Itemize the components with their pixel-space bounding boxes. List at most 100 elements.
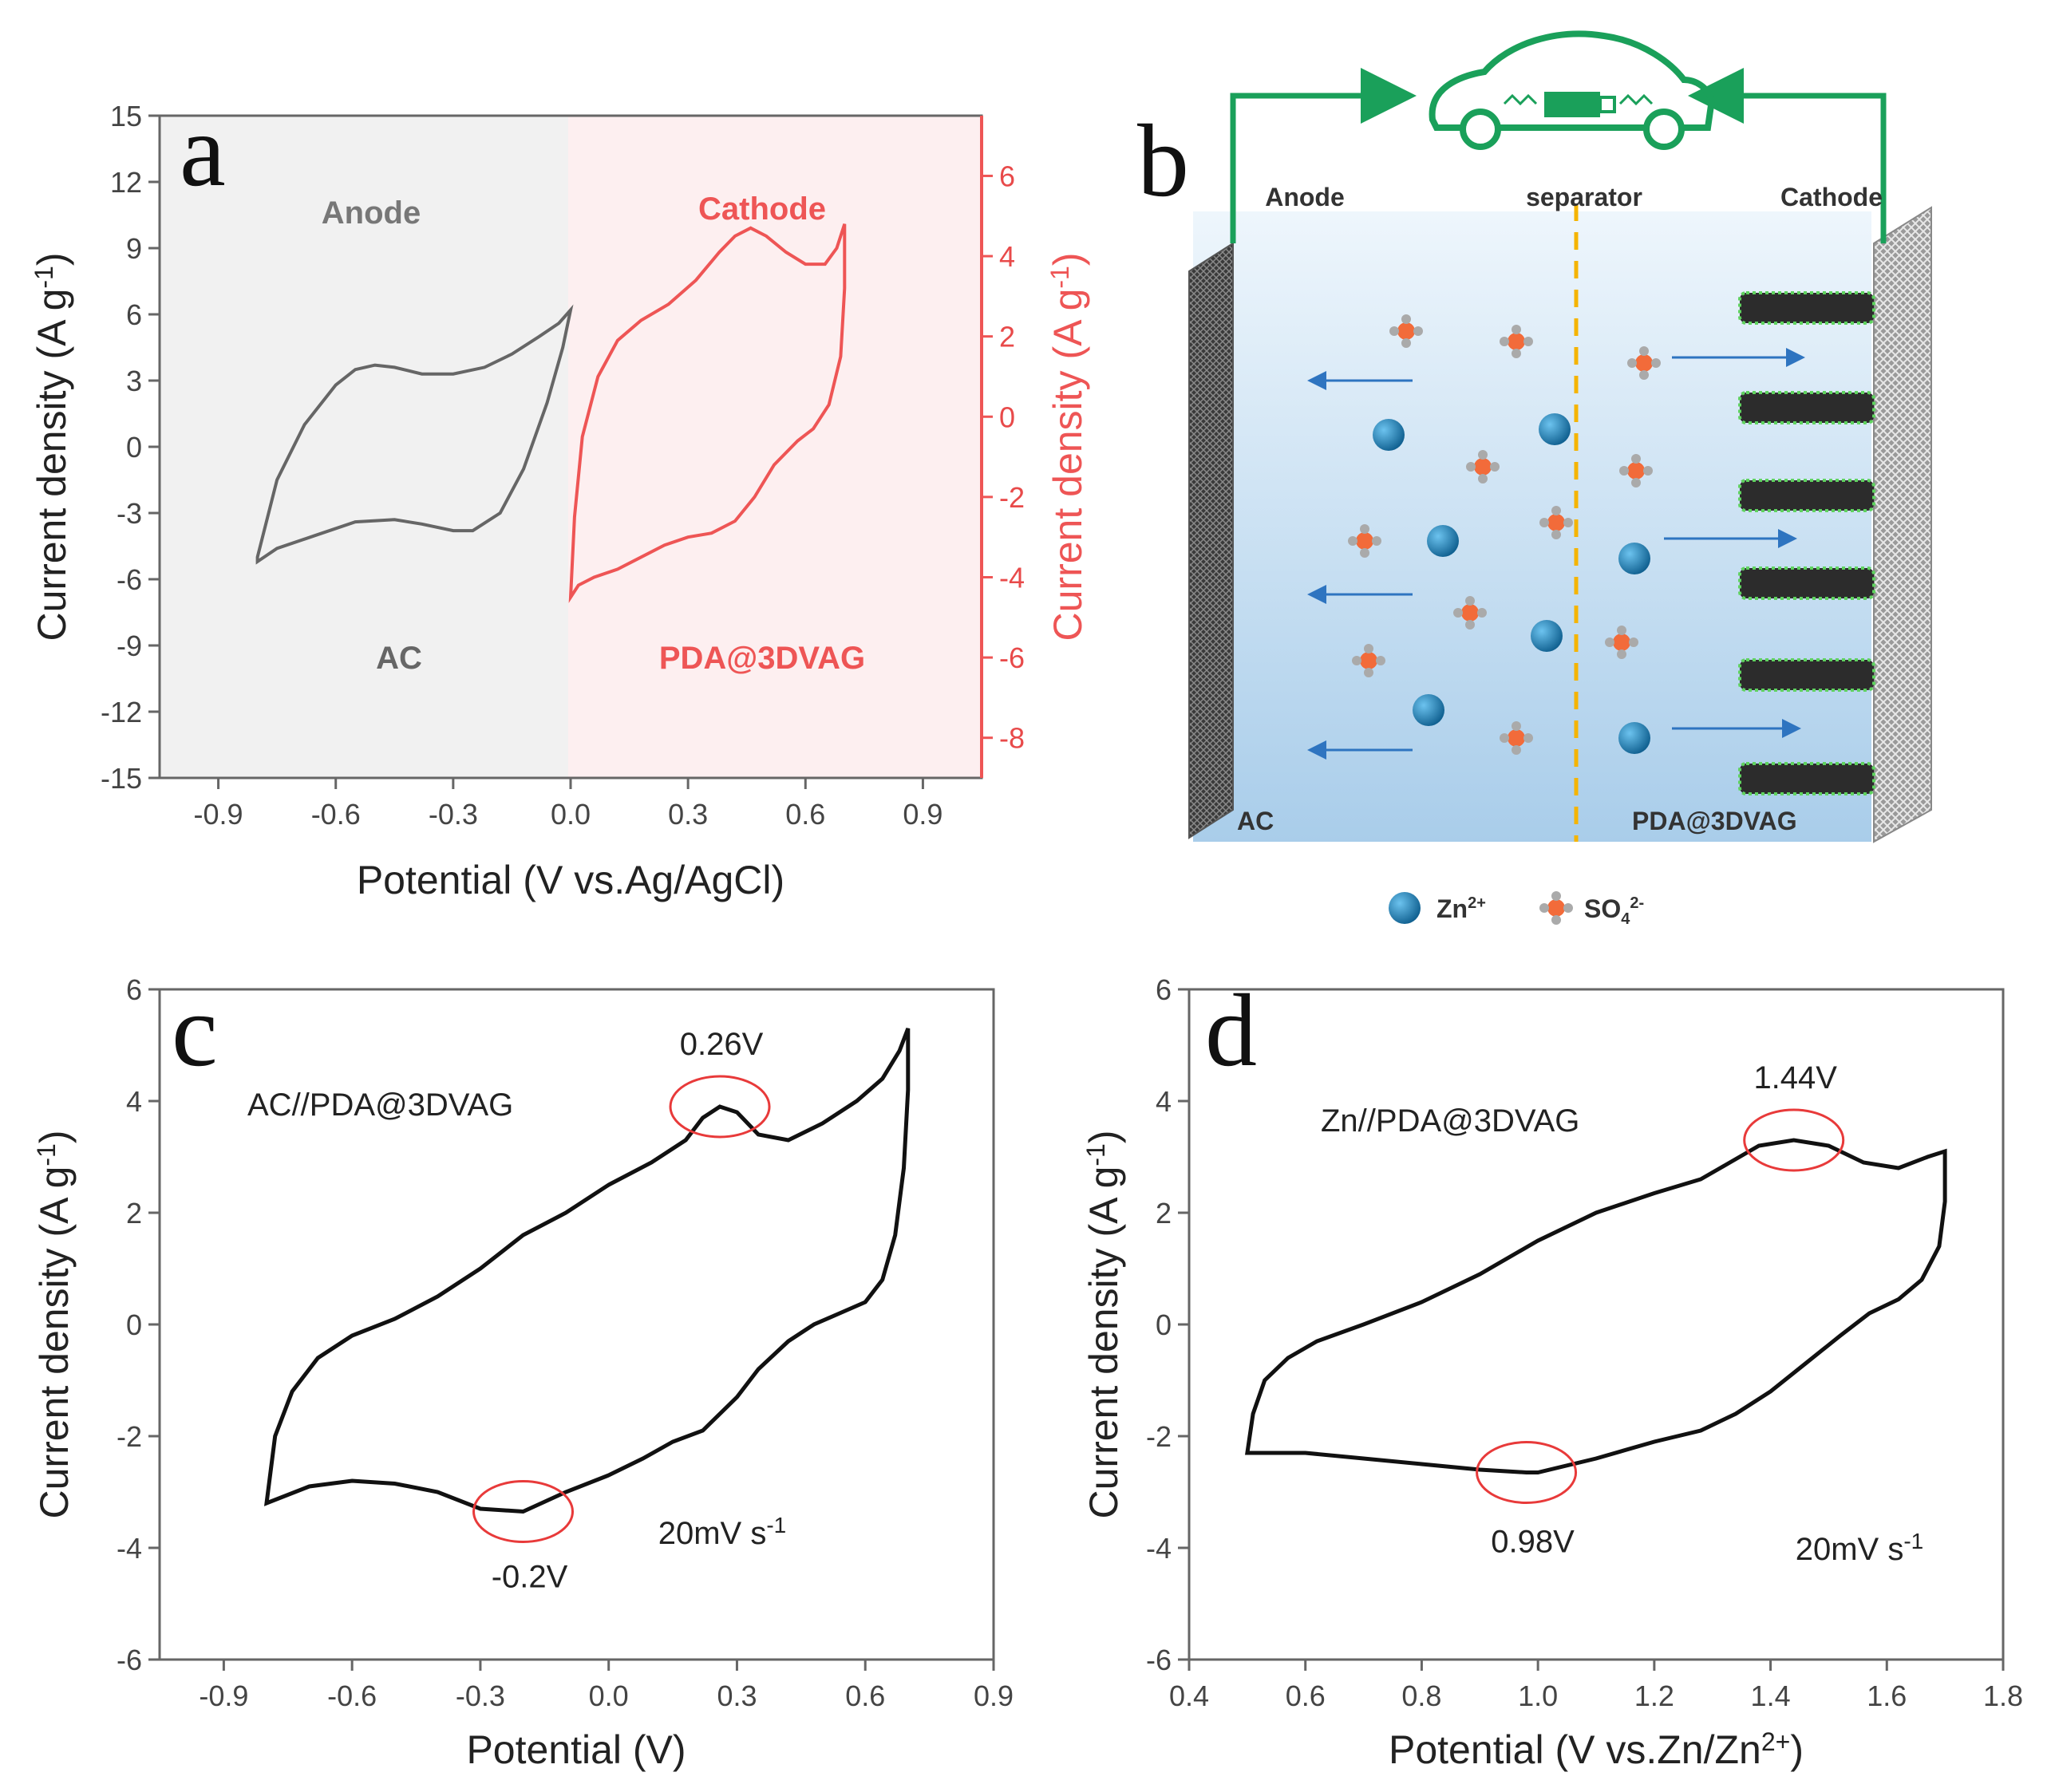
panel-d-label: d — [1205, 973, 1257, 1088]
y-right-tick-label: -6 — [999, 641, 1025, 674]
so4-ion — [1453, 596, 1487, 630]
x-tick-label: 1.6 — [1867, 1680, 1907, 1712]
y-tick-label: 3 — [126, 365, 142, 397]
panel-c-ylabel: Current density (A g-1) — [32, 1131, 77, 1519]
peak-marker — [1743, 1108, 1845, 1172]
y-tick-label: -2 — [1146, 1420, 1172, 1453]
x-tick-label: 0.0 — [589, 1680, 629, 1712]
so4-ion — [1539, 506, 1573, 539]
y-tick-label: -15 — [101, 762, 142, 795]
x-tick-label: 1.2 — [1634, 1680, 1674, 1712]
ion-arrows — [1307, 348, 1805, 760]
pda-cv-curve — [568, 223, 847, 603]
zn-ion — [1618, 722, 1650, 754]
pda-layer — [1738, 479, 1875, 512]
y-tick-label: -2 — [117, 1420, 142, 1453]
pda-layers — [1738, 291, 1875, 795]
peak-label: 0.98V — [1491, 1525, 1575, 1560]
y-right-tick-label: 4 — [999, 240, 1015, 273]
panel-c-label: c — [172, 973, 218, 1088]
y-tick-label: -12 — [101, 696, 142, 728]
zn-ion — [1413, 694, 1444, 726]
y-tick-label: 2 — [126, 1197, 142, 1230]
zn-ion — [1618, 543, 1650, 574]
y-right-tick-label: 6 — [999, 160, 1015, 192]
ac-region-label: AC — [376, 641, 422, 676]
pda-layer — [1738, 658, 1875, 692]
pda-layer — [1738, 762, 1875, 795]
cathode-wire — [1688, 68, 1887, 243]
ions — [1348, 314, 1661, 755]
so4-ion — [1619, 454, 1653, 487]
pda-region-label: PDA@3DVAG — [659, 641, 865, 676]
x-tick-label: 0.3 — [717, 1680, 757, 1712]
x-tick-label: 0.9 — [903, 798, 943, 831]
so4-legend-icon — [1539, 891, 1573, 925]
zn-ion — [1539, 413, 1571, 445]
panel-a-label: a — [180, 93, 226, 208]
y-tick-label: 15 — [110, 100, 142, 132]
y-right-tick-label: -4 — [999, 561, 1025, 594]
y-tick-label: 6 — [1156, 973, 1172, 1006]
ac-cv-curve — [255, 304, 574, 565]
y-tick-label: 9 — [126, 232, 142, 265]
pda-layer — [1738, 566, 1875, 600]
peak-marker — [669, 1075, 771, 1139]
pda-layer — [1738, 391, 1875, 424]
panel-c-xlabel: Potential (V) — [466, 1727, 686, 1772]
so4-ion — [1352, 644, 1385, 677]
panel-a-ticks: -0.9 -0.6 -0.3 0.0 0.3 0.6 0.9 15 12 9 6 3 0 -3 -6 -9 -1… — [101, 100, 1025, 831]
anode-material-label: AC — [1237, 807, 1274, 835]
panel-d-ticks: 0.4 0.6 0.8 1.0 1.2 1.4 1.6 1.8 6 4 2 0 -2 -4 -6 — [1146, 973, 2023, 1712]
x-tick-label: 0.4 — [1169, 1680, 1209, 1712]
ylabel-left-main: Current density (A g — [30, 289, 74, 641]
zn-ion — [1427, 525, 1459, 557]
y-right-tick-label: 2 — [999, 321, 1015, 353]
x-tick-label: 0.0 — [551, 798, 591, 831]
cathode-electrode — [1873, 206, 1932, 843]
y-tick-label: -6 — [117, 1644, 142, 1676]
y-tick-label: 6 — [126, 973, 142, 1006]
electrolyte — [1193, 211, 1871, 842]
panel-c-system-label: AC//PDA@3DVAG — [247, 1087, 513, 1123]
panel-d-xlabel: Potential (V vs.Zn/Zn2+) — [1389, 1727, 1804, 1772]
x-tick-label: -0.9 — [199, 1680, 248, 1712]
x-tick-label: -0.3 — [456, 1680, 505, 1712]
ylabel-right-main: Current density (A g — [1045, 289, 1090, 641]
x-tick-label: 1.0 — [1518, 1680, 1558, 1712]
y-right-tick-label: -2 — [999, 481, 1025, 514]
x-tick-label: 0.6 — [845, 1680, 885, 1712]
ylabel-left-sup: -1 — [30, 266, 58, 288]
zn-ion — [1373, 419, 1405, 451]
pda-layer — [1738, 291, 1875, 325]
peak-marker — [472, 1480, 575, 1543]
cathode-material-label: PDA@3DVAG — [1632, 807, 1797, 835]
anode-region-label: Anode — [322, 195, 421, 231]
panel-d-system-label: Zn//PDA@3DVAG — [1321, 1103, 1579, 1139]
y-tick-label: -6 — [1146, 1644, 1172, 1676]
so4-ion — [1348, 524, 1381, 558]
x-tick-label: -0.6 — [327, 1680, 377, 1712]
panel-c-peaks: 0.26V -0.2V — [472, 1027, 771, 1595]
y-tick-label: 6 — [126, 298, 142, 331]
so4-ion — [1500, 325, 1533, 358]
peak-label: 1.44V — [1753, 1060, 1837, 1095]
y-tick-label: -3 — [117, 497, 142, 530]
x-tick-label: 0.6 — [1286, 1680, 1326, 1712]
anode-wire — [1230, 68, 1417, 243]
x-tick-label: -0.6 — [311, 798, 361, 831]
so4-ion — [1466, 450, 1500, 484]
panel-d-scan-rate: 20mV s-1 — [1796, 1529, 1924, 1567]
so4-ion — [1627, 346, 1661, 380]
panel-c-ticks: -0.9 -0.6 -0.3 0.0 0.3 0.6 0.9 6 4 2 0 -2 -4 -6 — [117, 973, 1014, 1712]
zn-legend-icon — [1389, 892, 1421, 924]
panel-a-ylabel-right: Current density (A g-1) — [1045, 253, 1090, 641]
peak-marker — [1476, 1441, 1578, 1504]
y-tick-label: 4 — [1156, 1085, 1172, 1118]
y-tick-label: 0 — [126, 431, 142, 464]
anode-region — [160, 116, 568, 778]
ylabel-left-end: ) — [30, 253, 74, 266]
panel-d: 0.4 0.6 0.8 1.0 1.2 1.4 1.6 1.8 6 4 2 0 -2 -4 -6 1.44V… — [1081, 973, 2023, 1772]
panel-c: -0.9 -0.6 -0.3 0.0 0.3 0.6 0.9 6 4 2 0 -2 -4 -6 0.26V… — [32, 973, 1014, 1772]
